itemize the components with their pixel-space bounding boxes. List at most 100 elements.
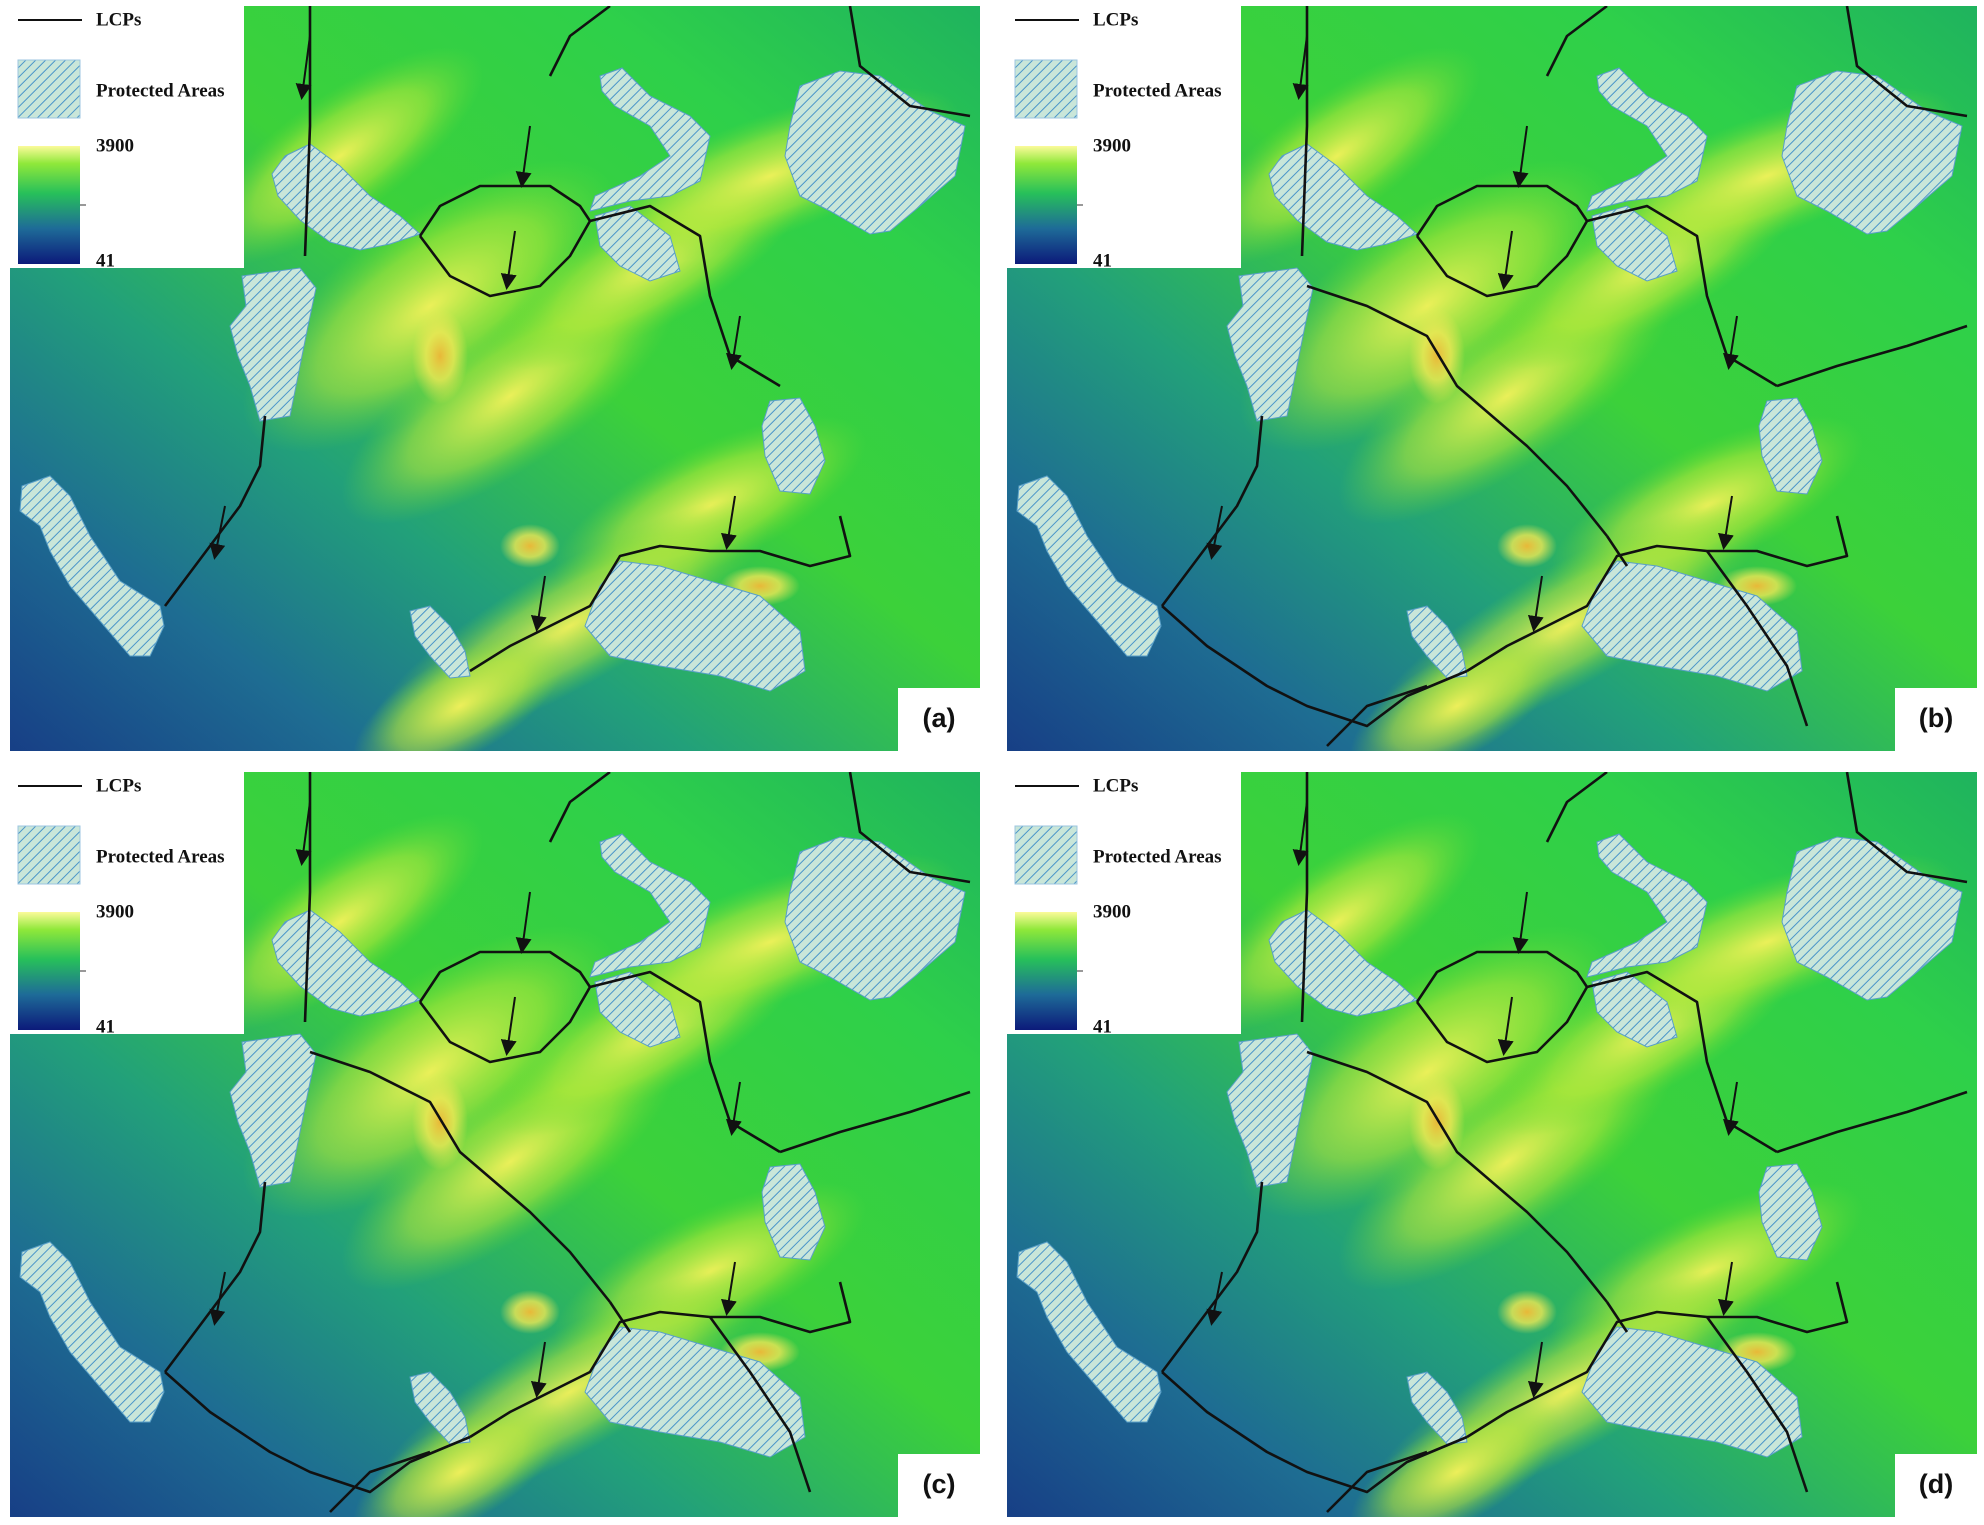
legend-max: 3900 xyxy=(1093,135,1131,156)
lcp xyxy=(329,1450,431,1513)
legend-max: 3900 xyxy=(1093,901,1131,922)
lcp xyxy=(1415,986,1589,1064)
lcp xyxy=(848,772,971,884)
label-box xyxy=(1895,1454,1977,1517)
arrow xyxy=(500,230,517,290)
protected-area xyxy=(19,1241,165,1423)
lcp xyxy=(1466,515,1849,673)
lcp xyxy=(1545,6,1608,77)
lcp xyxy=(1306,284,1609,537)
lcp xyxy=(1776,1090,1968,1154)
protected-area xyxy=(1406,605,1468,679)
map-panel: LCPs Protected Areas 3900 41 (a) xyxy=(10,6,980,751)
lcp xyxy=(1326,684,1428,747)
arrow xyxy=(295,35,312,100)
protected-area xyxy=(1781,836,1963,1001)
color-bar xyxy=(18,912,80,1030)
lcp xyxy=(1161,605,1468,728)
arrow xyxy=(1512,891,1529,954)
arrow xyxy=(1206,505,1223,560)
protected-area xyxy=(1758,1163,1823,1261)
legend-max: 3900 xyxy=(96,135,134,156)
ridge xyxy=(242,925,618,1219)
arrow xyxy=(1722,315,1739,370)
lcp xyxy=(418,986,592,1064)
label-box xyxy=(1895,688,1977,751)
arrow xyxy=(500,996,517,1056)
color-bar xyxy=(1015,912,1077,1030)
ridge xyxy=(353,1398,567,1517)
protected-area xyxy=(584,560,806,692)
arrow xyxy=(515,891,532,954)
lcp xyxy=(1300,772,1309,1023)
protected-area xyxy=(1581,560,1803,692)
lcp xyxy=(303,772,312,1023)
protected-area xyxy=(594,971,681,1048)
lcp xyxy=(163,415,267,607)
lcp xyxy=(163,1181,267,1373)
legend-lcps: LCPs xyxy=(96,9,141,30)
arrow xyxy=(720,1261,737,1316)
legend-lcps: LCPs xyxy=(1093,9,1138,30)
label-box xyxy=(898,688,980,751)
lcp xyxy=(1845,772,1968,884)
legend-min: 41 xyxy=(1093,250,1112,271)
arrow xyxy=(209,1271,226,1326)
ridge xyxy=(353,632,567,751)
lcp xyxy=(1306,1050,1609,1303)
arrow xyxy=(1717,495,1734,550)
protected-area xyxy=(761,397,826,495)
panel-label: (b) xyxy=(1919,703,1953,733)
peak xyxy=(1497,1290,1557,1334)
map-panel: LCPs Protected Areas 3900 41 (d) xyxy=(1007,772,1977,1517)
legend-area-swatch xyxy=(1014,825,1078,885)
lcp xyxy=(1415,950,1589,1003)
lcp xyxy=(608,1301,632,1333)
legend-protected: Protected Areas xyxy=(96,846,225,867)
panel-label: (c) xyxy=(923,1469,956,1499)
ridge xyxy=(196,812,484,1032)
protected-area xyxy=(761,1163,826,1261)
protected-area xyxy=(1758,397,1823,495)
arrow xyxy=(1497,996,1514,1056)
lcp xyxy=(1605,535,1629,567)
protected-area xyxy=(409,1371,471,1445)
ridge xyxy=(1193,812,1481,1032)
lcp xyxy=(1845,6,1968,118)
lcp xyxy=(309,1050,612,1303)
label-box xyxy=(898,1454,980,1517)
lcp xyxy=(708,1316,812,1493)
protected-area xyxy=(1781,70,1963,235)
arrow xyxy=(720,495,737,550)
arrow xyxy=(209,505,226,560)
lcp xyxy=(1705,1316,1809,1493)
protected-area xyxy=(229,1033,317,1188)
ridge xyxy=(1193,46,1481,266)
lcp xyxy=(164,1371,471,1494)
protected-area xyxy=(229,267,317,422)
lcp xyxy=(779,1090,971,1154)
legend-lcps: LCPs xyxy=(96,775,141,796)
lcp xyxy=(1705,550,1809,727)
panel-label: (d) xyxy=(1919,1469,1953,1499)
arrow xyxy=(1497,230,1514,290)
protected-area xyxy=(784,70,966,235)
protected-area xyxy=(1226,1033,1314,1188)
lcp xyxy=(418,184,592,237)
lcp xyxy=(1300,6,1309,257)
protected-area xyxy=(584,1326,806,1458)
arrow xyxy=(1292,801,1309,866)
protected-area xyxy=(589,67,711,212)
ridge xyxy=(1239,925,1615,1219)
arrow xyxy=(530,575,547,632)
protected-area xyxy=(1586,833,1708,978)
lcp xyxy=(1776,324,1968,388)
legend-area-swatch xyxy=(1014,59,1078,119)
lcp xyxy=(1160,1181,1264,1373)
peak xyxy=(412,308,468,404)
map-panel: LCPs Protected Areas 3900 41 (b) xyxy=(1007,6,1977,751)
ridge xyxy=(1239,159,1615,453)
lcp xyxy=(418,220,592,298)
protected-area xyxy=(1581,1326,1803,1458)
legend-protected: Protected Areas xyxy=(1093,80,1222,101)
